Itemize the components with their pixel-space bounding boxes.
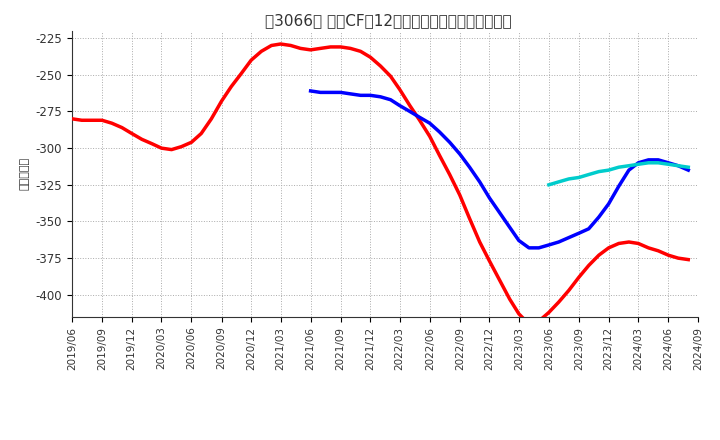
- Y-axis label: （百万円）: （百万円）: [20, 157, 30, 191]
- Text: ［3066］ 投資CFの12か月移動合計の平均値の推移: ［3066］ 投資CFの12か月移動合計の平均値の推移: [266, 13, 512, 28]
- Legend: 3年, 5年, 7年, 10年: 3年, 5年, 7年, 10年: [216, 433, 554, 440]
